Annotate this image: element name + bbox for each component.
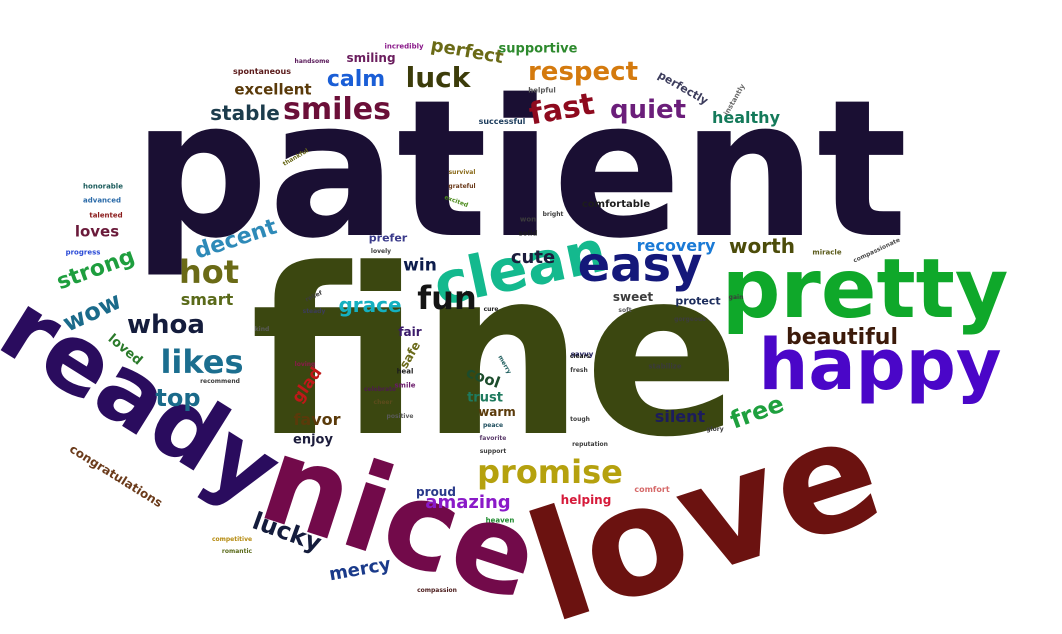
word-tough: tough — [570, 416, 590, 423]
word-gorgeous: gorgeous — [674, 316, 706, 323]
word-supportive: supportive — [498, 41, 578, 57]
word-glory: glory — [706, 426, 724, 433]
word-loving: loving — [294, 361, 316, 368]
word-compassion: compassion — [417, 587, 457, 594]
word-helping: helping — [560, 493, 612, 507]
word-reputation: reputation — [572, 441, 608, 448]
word-advanced: advanced — [83, 196, 121, 205]
word-favor: favor — [293, 410, 341, 429]
word-handsome: handsome — [294, 58, 330, 65]
word-competitive: competitive — [211, 536, 253, 543]
word-fun: fun — [417, 279, 477, 317]
word-positive: positive — [386, 413, 414, 420]
word-happy: happy — [758, 324, 1002, 406]
word-amazing: amazing — [425, 492, 511, 513]
word-incredibly: incredibly — [384, 42, 424, 51]
word-cute: cute — [510, 247, 556, 268]
word-loves: loves — [74, 222, 120, 241]
word-worth: worth — [729, 234, 795, 258]
word-enjoy: enjoy — [293, 432, 333, 448]
word-spontaneous: spontaneous — [233, 67, 291, 76]
word-miracle: miracle — [812, 248, 842, 257]
word-peace: peace — [482, 422, 504, 429]
word-solid: solid — [518, 229, 538, 238]
word-clears: clears — [569, 353, 591, 360]
word-calm: calm — [326, 67, 386, 92]
word-stabilize: stabilize — [648, 362, 682, 371]
word-proud: proud — [416, 485, 456, 499]
word-grace: grace — [338, 293, 402, 317]
word-luck: luck — [405, 61, 471, 94]
word-successful: successful — [478, 117, 526, 126]
word-smiles: smiles — [283, 92, 391, 127]
word-progress: progress — [65, 248, 101, 257]
word-steady: steady — [302, 308, 326, 315]
word-savvy: savvy — [570, 350, 594, 359]
word-support: support — [479, 448, 507, 455]
word-cheer: cheer — [373, 399, 393, 406]
word-likes: likes — [160, 343, 244, 381]
word-heal: heal — [396, 367, 414, 376]
word-comfort: comfort — [634, 485, 670, 494]
word-smiling: smiling — [346, 51, 396, 65]
word-honorable: honorable — [83, 182, 123, 191]
word-prefer: prefer — [368, 231, 408, 245]
word-won: won — [519, 215, 537, 224]
word-gain: gain — [728, 294, 744, 301]
word-healthy: healthy — [712, 108, 780, 127]
word-favorite: favorite — [479, 435, 507, 442]
word-recovery: recovery — [636, 236, 716, 255]
word-trust: trust — [467, 390, 503, 406]
word-helpful: helpful — [528, 86, 556, 95]
word-comfortable: comfortable — [581, 199, 651, 210]
word-respect: respect — [527, 57, 639, 87]
word-quiet: quiet — [609, 95, 687, 125]
word-survival: survival — [448, 169, 476, 176]
word-smile: smile — [394, 381, 416, 390]
word-top: top — [155, 384, 201, 412]
word-recommend: recommend — [200, 378, 240, 385]
word-hot: hot — [178, 253, 240, 291]
word-win: win — [403, 255, 437, 276]
word-sweet: sweet — [612, 290, 654, 304]
word-bright: bright — [542, 211, 564, 218]
word-promise: promise — [477, 453, 623, 491]
word-fair: fair — [398, 325, 422, 339]
word-grateful: grateful — [448, 183, 476, 190]
word-beautiful: beautiful — [785, 325, 899, 350]
word-romantic: romantic — [221, 548, 253, 555]
word-cure: cure — [483, 306, 499, 313]
word-smart: smart — [180, 290, 234, 309]
word-fine: fine — [249, 221, 741, 488]
word-lovely: lovely — [370, 248, 392, 255]
word-talented: talented — [89, 211, 123, 220]
word-excellent: excellent — [234, 80, 312, 99]
word-easy: easy — [577, 237, 703, 293]
word-stable: stable — [210, 101, 280, 125]
word-heaven: heaven — [485, 516, 515, 525]
word-pretty: pretty — [721, 242, 1009, 337]
word-soft: soft — [618, 307, 632, 314]
word-protect: protect — [675, 294, 721, 308]
word-whoa: whoa — [127, 310, 205, 340]
word-kind: kind — [254, 326, 270, 333]
word-warm: warm — [478, 405, 516, 419]
word-patient: patient — [132, 59, 908, 280]
word-silent: silent — [654, 407, 706, 426]
word-fresh: fresh — [570, 367, 588, 374]
word-celebrate: celebrate — [364, 386, 396, 393]
